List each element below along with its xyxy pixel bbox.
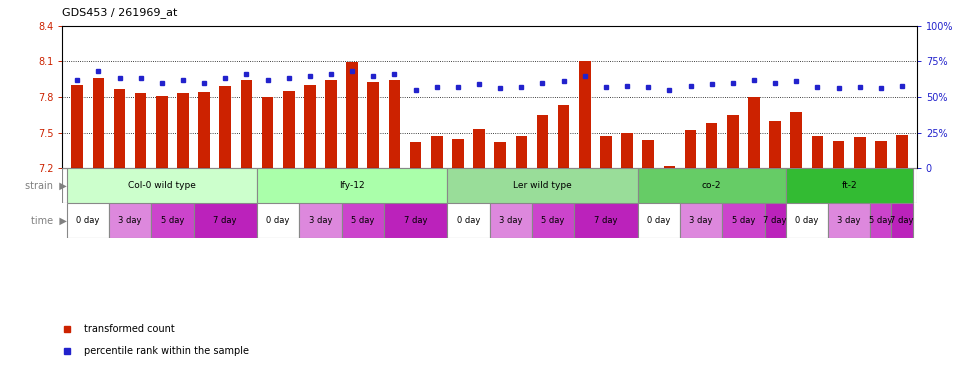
Text: percentile rank within the sample: percentile rank within the sample — [84, 346, 249, 356]
Text: 5 day: 5 day — [351, 216, 374, 225]
Text: Col-0 wild type: Col-0 wild type — [128, 181, 196, 190]
Text: 7 day: 7 day — [890, 216, 914, 225]
Bar — [384, 203, 447, 238]
Text: 7 day: 7 day — [213, 216, 237, 225]
Bar — [532, 203, 574, 238]
Bar — [283, 91, 295, 168]
Bar — [706, 123, 717, 168]
Text: 0 day: 0 day — [795, 216, 819, 225]
Bar — [347, 63, 358, 168]
Bar — [748, 97, 759, 168]
Bar — [490, 203, 532, 238]
Bar — [871, 203, 892, 238]
Text: 3 day: 3 day — [689, 216, 713, 225]
Text: 5 day: 5 day — [732, 216, 756, 225]
Text: 3 day: 3 day — [837, 216, 861, 225]
Bar — [579, 61, 590, 168]
Bar — [875, 141, 887, 168]
Text: 7 day: 7 day — [594, 216, 617, 225]
Bar — [764, 203, 785, 238]
Bar — [92, 78, 105, 168]
Bar — [389, 80, 400, 168]
Bar — [66, 203, 108, 238]
Bar — [71, 85, 83, 168]
Bar — [853, 138, 866, 168]
Bar — [447, 168, 637, 203]
Bar — [832, 141, 845, 168]
Text: 0 day: 0 day — [267, 216, 290, 225]
Bar — [892, 203, 913, 238]
Bar — [621, 133, 633, 168]
Text: lfy-12: lfy-12 — [339, 181, 365, 190]
Bar — [431, 136, 443, 168]
Bar — [637, 168, 785, 203]
Text: Ler wild type: Ler wild type — [513, 181, 572, 190]
Bar — [134, 93, 147, 168]
Bar — [642, 140, 654, 168]
Text: co-2: co-2 — [702, 181, 721, 190]
Bar — [473, 129, 485, 168]
Bar — [785, 203, 828, 238]
Text: 5 day: 5 day — [541, 216, 564, 225]
Bar — [663, 166, 675, 168]
Bar — [558, 105, 569, 168]
Bar — [368, 82, 379, 168]
Bar — [194, 203, 257, 238]
Text: ft-2: ft-2 — [841, 181, 857, 190]
Text: 3 day: 3 day — [499, 216, 522, 225]
Bar — [828, 203, 871, 238]
Text: transformed count: transformed count — [84, 324, 175, 335]
Bar — [785, 168, 913, 203]
Bar — [220, 86, 231, 168]
Bar — [257, 168, 447, 203]
Bar — [447, 203, 490, 238]
Bar — [325, 80, 337, 168]
Bar — [257, 203, 300, 238]
Bar — [342, 203, 384, 238]
Bar — [600, 136, 612, 168]
Text: strain  ▶: strain ▶ — [25, 181, 66, 191]
Bar — [241, 80, 252, 168]
Bar — [178, 93, 189, 168]
Text: 5 day: 5 day — [869, 216, 893, 225]
Bar — [152, 203, 194, 238]
Bar — [769, 121, 780, 168]
Bar — [722, 203, 764, 238]
Bar — [262, 97, 274, 168]
Bar — [811, 136, 824, 168]
Text: 0 day: 0 day — [647, 216, 670, 225]
Bar — [790, 112, 802, 168]
Bar — [156, 96, 168, 168]
Bar — [304, 85, 316, 168]
Bar — [574, 203, 637, 238]
Bar — [108, 203, 152, 238]
Text: GDS453 / 261969_at: GDS453 / 261969_at — [62, 7, 178, 18]
Bar — [684, 130, 696, 168]
Bar — [452, 139, 464, 168]
Text: time  ▶: time ▶ — [31, 216, 66, 225]
Bar — [494, 142, 506, 168]
Bar — [516, 136, 527, 168]
Bar — [897, 135, 908, 168]
Text: 0 day: 0 day — [76, 216, 100, 225]
Bar — [300, 203, 342, 238]
Bar — [410, 142, 421, 168]
Bar — [637, 203, 680, 238]
Text: 3 day: 3 day — [118, 216, 142, 225]
Bar — [66, 168, 257, 203]
Text: 7 day: 7 day — [404, 216, 427, 225]
Bar — [113, 89, 126, 168]
Bar — [199, 92, 210, 168]
Bar — [727, 115, 738, 168]
Text: 0 day: 0 day — [457, 216, 480, 225]
Text: 5 day: 5 day — [160, 216, 184, 225]
Bar — [537, 115, 548, 168]
Text: 3 day: 3 day — [309, 216, 332, 225]
Text: 7 day: 7 day — [763, 216, 787, 225]
Bar — [680, 203, 722, 238]
